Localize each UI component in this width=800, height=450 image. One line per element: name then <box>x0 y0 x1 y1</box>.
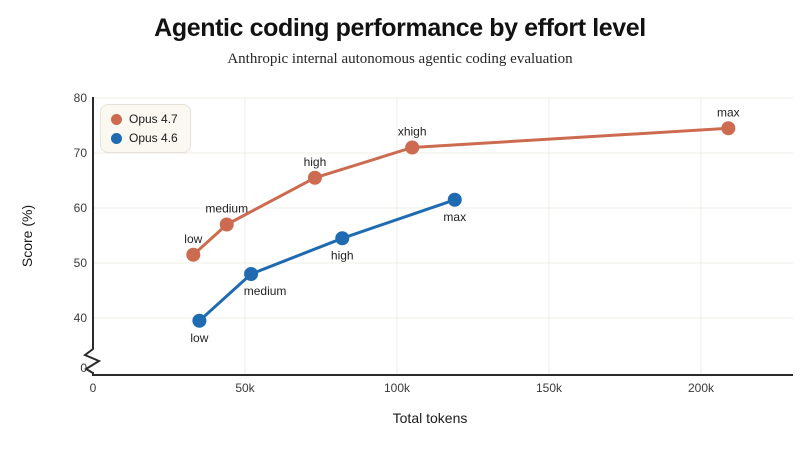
point-label-opus-4-7-max: max <box>717 105 740 119</box>
point-opus-4-6-medium <box>244 267 259 281</box>
point-opus-4-6-low <box>192 313 207 328</box>
y-axis-title: Score (%) <box>19 204 35 268</box>
y-axis-line-with-break <box>83 97 102 375</box>
legend-label-opus-4-6: Opus 4.6 <box>129 131 178 145</box>
series-line-opus-4-6 <box>197 198 457 323</box>
legend-marker-opus-4-6 <box>111 132 122 144</box>
y-tick-label-60: 60 <box>74 201 88 215</box>
point-opus-4-7-high <box>307 170 322 185</box>
legend: Opus 4.7 Opus 4.6 <box>100 104 191 153</box>
x-tick-label-100k: 100k <box>384 381 411 395</box>
point-label-opus-4-7-medium: medium <box>205 202 248 216</box>
legend-marker-opus-4-7 <box>111 113 122 125</box>
point-label-opus-4-6-medium: medium <box>244 284 287 298</box>
x-tick-label-50k: 50k <box>235 381 255 395</box>
point-label-opus-4-7-xhigh: xhigh <box>398 125 427 139</box>
y-tick-label-80: 80 <box>74 91 88 105</box>
x-tick-label-0: 0 <box>90 381 97 395</box>
point-opus-4-7-low <box>186 247 201 262</box>
point-label-opus-4-6-high: high <box>331 248 354 262</box>
point-label-opus-4-6-max: max <box>443 210 466 224</box>
x-tick-label-150k: 150k <box>536 381 563 395</box>
point-opus-4-6-max <box>447 192 462 207</box>
series-line-opus-4-7 <box>191 126 730 257</box>
point-label-opus-4-7-high: high <box>304 155 327 169</box>
legend-item-opus-4-6: Opus 4.6 <box>111 131 178 145</box>
point-opus-4-6-high <box>335 231 350 246</box>
legend-label-opus-4-7: Opus 4.7 <box>129 112 178 126</box>
x-axis-title: Total tokens <box>392 410 468 426</box>
y-tick-label-40: 40 <box>74 311 88 325</box>
y-tick-label-70: 70 <box>74 146 88 160</box>
point-opus-4-7-xhigh <box>405 140 420 155</box>
legend-item-opus-4-7: Opus 4.7 <box>111 112 178 126</box>
y-tick-label-50: 50 <box>74 256 88 270</box>
chart-title: Agentic coding performance by effort lev… <box>154 14 646 42</box>
chart-subtitle: Anthropic internal autonomous agentic co… <box>227 51 573 67</box>
x-tick-label-200k: 200k <box>688 381 715 395</box>
point-label-opus-4-6-low: low <box>190 331 208 345</box>
y-tick-label-0: 0 <box>80 361 87 375</box>
point-opus-4-7-medium <box>219 217 234 232</box>
point-label-opus-4-7-low: low <box>184 232 202 246</box>
point-opus-4-7-max <box>721 121 736 136</box>
